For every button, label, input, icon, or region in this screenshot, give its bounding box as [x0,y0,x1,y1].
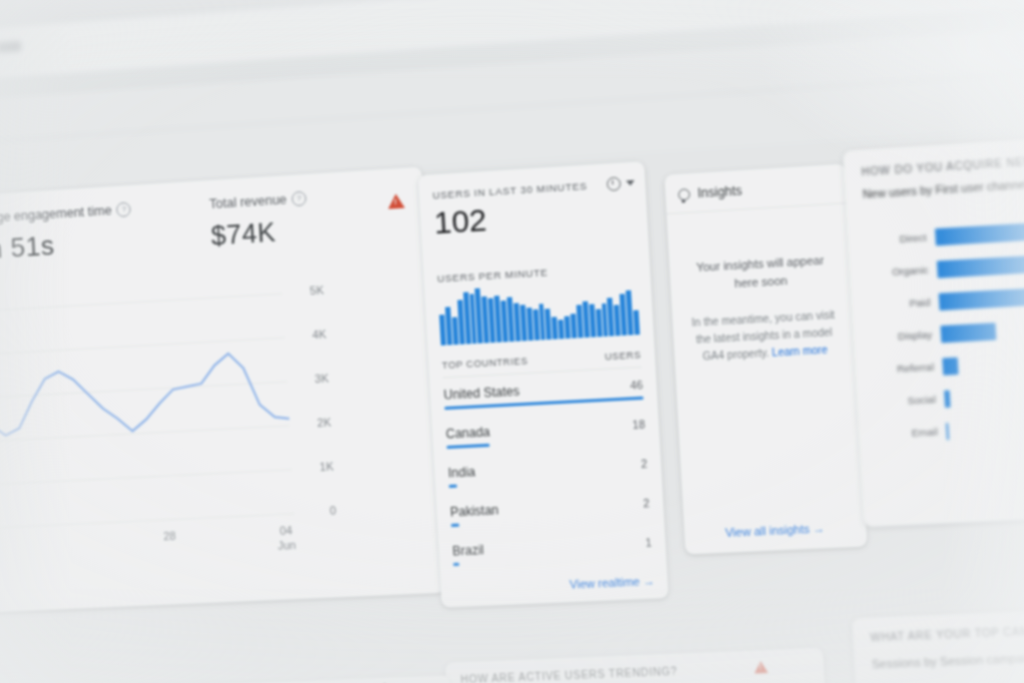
channel-bar-track [945,410,1024,441]
channel-label: Paid [909,296,931,310]
channel-bar-track [934,213,1024,246]
revenue-label: Total revenue [208,192,288,212]
y-tick-label: 1K [319,460,334,475]
channel-bar [940,322,997,343]
x-tick-label: 28 [163,530,177,544]
campaigns-subtitle: Sessions by Session campaign [871,652,1024,672]
y-tick-label: 4K [311,328,327,342]
channel-bar-track [940,312,1024,343]
warning-icon[interactable] [753,661,769,674]
lightbulb-icon [677,187,691,201]
engagement-value: 1m 51s [0,229,56,266]
channel-bar [945,422,950,441]
campaigns-card: WHAT ARE YOUR TOP CAMPAIGNS? Sessions by… [851,602,1024,683]
insights-headline: Your insights will appear here soon [695,254,825,291]
country-bar [452,562,460,566]
channel-bar-track [944,377,1024,408]
top-countries-list: United States 46 Canada 18 India 2 Pakistan 2 Br… [443,373,653,579]
warning-icon[interactable] [387,193,405,210]
channel-label: Referral [896,361,935,376]
minute-bar [558,319,565,340]
users-per-minute-label: USERS PER MINUTE [436,267,549,286]
minute-bar [607,297,615,337]
country-users: 46 [629,379,644,393]
acquisition-subtitle[interactable]: New users by First user channel [862,178,1024,202]
minute-bar [444,306,453,346]
country-bar [450,523,459,527]
y-tick-label: 2K [316,416,332,431]
realtime-options[interactable] [606,176,635,192]
channel-bar [942,357,959,376]
campaigns-title: WHAT ARE YOUR TOP CAMPAIGNS? [870,624,1024,645]
channel-bar [938,281,1024,311]
country-users: 2 [640,458,648,472]
trend-line [0,350,290,439]
channel-label: Organic [891,264,929,279]
info-icon[interactable] [116,201,132,218]
line-chart [0,293,295,528]
engagement-label: Average engagement time [0,203,113,227]
realtime-title: USERS IN LAST 30 MINUTES [432,180,588,203]
minute-bar [633,309,640,335]
minute-bar [625,290,634,336]
country-users: 2 [642,497,650,511]
y-tick-label: 5K [309,284,325,298]
trending-card: HOW ARE ACTIVE USERS TRENDING? User acti… [444,647,832,683]
insights-header: Insights [664,163,848,215]
chrome-tab-blob [0,40,22,53]
x-tick-label: 04 Jun [277,524,297,554]
country-row: Brazil 1 [452,531,653,579]
users-col-label: USERS [604,349,642,363]
acquisition-bar-chart: Direct Organic Paid Display Referral Social Em… [864,206,1024,451]
metrics-card: Average engagement time 1m 51s Total rev… [0,166,446,614]
users-30min-value: 102 [433,203,488,242]
channel-label: Direct [899,231,927,246]
line-chart-x-axis: 28 04 Jun [0,524,297,574]
insights-title: Insights [697,183,743,201]
channel-label: Email [911,426,938,440]
info-icon[interactable] [291,190,307,207]
acquisition-card: HOW DO YOU ACQUIRE NEW USERS? New users … [842,128,1024,528]
country-bar [448,484,457,488]
channel-bar-track [942,345,1024,376]
revenue-metric: Total revenue $74K [208,190,309,252]
channel-bar [934,213,1024,246]
channel-bar [944,390,951,408]
channel-label: Social [907,393,937,407]
engagement-metric: Average engagement time 1m 51s [0,201,134,267]
top-countries-label: TOP COUNTRIES [441,355,529,371]
insights-card: Insights Your insights will appear here … [664,163,868,555]
bottom-left-card-stub [0,675,458,683]
clock-icon [606,176,622,192]
view-realtime-link[interactable]: View realtime [569,575,655,592]
country-users: 1 [645,536,652,551]
y-tick-label: 3K [314,372,330,387]
insights-body: In the meantime, you can visit the lates… [691,310,836,364]
revenue-value: $74K [210,215,277,252]
realtime-card: USERS IN LAST 30 MINUTES 102 USERS PER M… [417,161,669,608]
country-bar [446,443,491,449]
users-per-minute-chart [438,279,640,346]
y-tick-label: 0 [329,504,337,518]
country-users: 18 [632,418,646,433]
minute-bar [545,309,552,340]
acquisition-title: HOW DO YOU ACQUIRE NEW USERS? [861,153,1024,179]
channel-label: Display [897,328,933,343]
learn-more-link[interactable]: Learn more [771,344,828,360]
trending-title: HOW ARE ACTIVE USERS TRENDING? [460,666,678,683]
view-all-insights-link[interactable]: View all insights [684,521,866,542]
chevron-down-icon [625,180,635,186]
line-chart-y-axis: 5K 4K 3K 2K 1K 0 [287,285,347,518]
